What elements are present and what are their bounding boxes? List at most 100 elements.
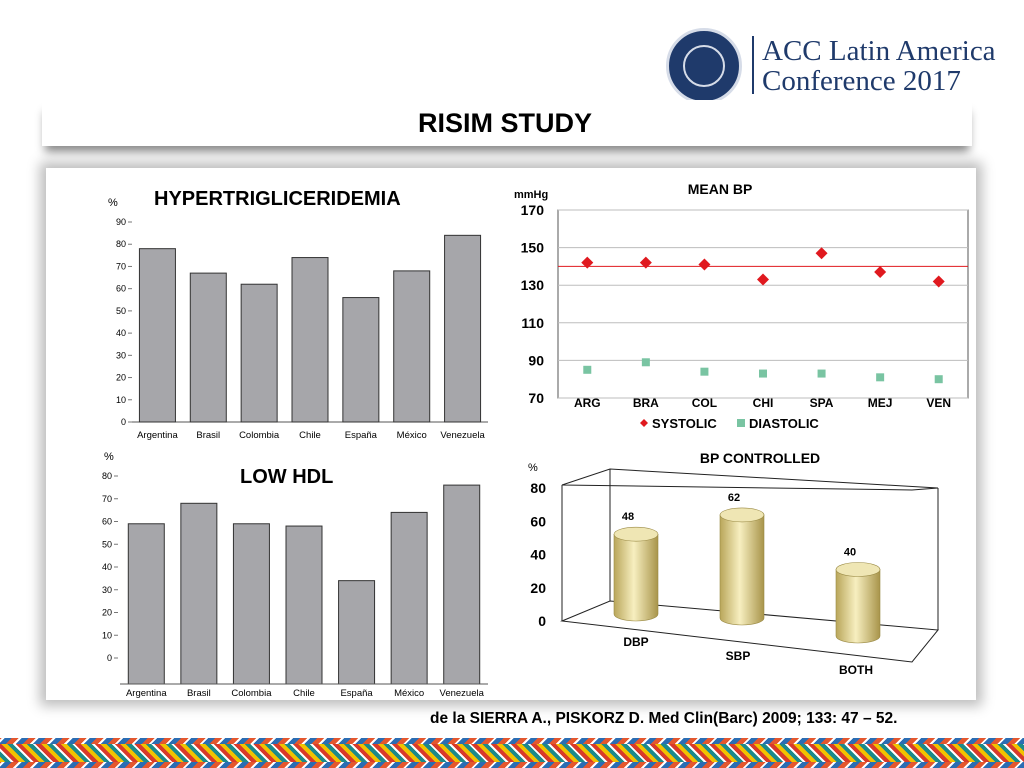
bar-argentina [138,248,176,423]
legend-label-systolic: SYSTOLIC [652,416,717,431]
cylinder-dbp: 48 [613,511,659,622]
y-tick-label: 40 [102,562,112,572]
chart-hypertriglyceridemia: % HYPERTRIGLICERIDEMIA 0 10 20 30 40 50 60 70 80… [108,188,488,441]
cylinder-body [719,514,765,626]
cylinder-top [613,526,659,542]
x-tick-label: México [394,688,424,699]
point-diastolic-mej [876,373,885,382]
logo-text-line1: ACC Latin America [762,35,996,67]
chart-low-hdl: % LOW HDL 0 10 20 30 40 50 60 70 80 Argentina Bra… [102,451,488,699]
x-tick-label: Venezuela [440,430,485,441]
x-tick-label: Chile [293,688,315,699]
chart-title: LOW HDL [240,466,333,488]
point-diastolic-arg [583,365,592,374]
decorative-border [0,738,1024,768]
point-diastolic-col [700,367,709,376]
x-tick-label: España [345,430,378,441]
bar-argentina [127,523,165,685]
title-bar [42,100,972,146]
y-tick-label: 20 [102,608,112,618]
x-tick-label: Venezuela [440,688,485,699]
point-systolic-arg [581,256,594,269]
x-tick-label: SPA [810,396,834,410]
bar-venezuela [443,484,481,685]
legend-label-diastolic: DIASTOLIC [749,416,819,431]
y-tick-label: 80 [116,239,126,249]
x-tick-label: Brasil [187,688,211,699]
ylabel: mmHg [514,189,548,201]
x-tick-label: VEN [926,396,951,410]
y-tick-label: 20 [116,373,126,383]
y-tick-label: 80 [102,471,112,481]
point-systolic-bra [639,256,652,269]
y-tick-label: 20 [530,580,546,596]
cylinder-top [835,562,881,577]
logo-divider [752,36,754,94]
y-tick-label: 0 [538,613,546,629]
point-systolic-ven [932,275,945,288]
y-tick-label: 10 [116,395,126,405]
y-tick-label: 0 [121,417,126,427]
x-tick-label: México [397,430,427,441]
bar-españa [338,580,376,685]
y-tick-label: 90 [116,217,126,227]
y-tick-label: 70 [528,390,544,406]
y-tick-label: 0 [107,653,112,663]
cylinder-body [835,569,881,644]
data-label: 62 [728,492,740,504]
x-tick-label: Argentina [126,688,167,699]
x-tick-label: BOTH [839,663,873,677]
ylabel: % [528,462,538,474]
chart-title: HYPERTRIGLICERIDEMIA [154,188,401,210]
x-tick-label: COL [692,396,717,410]
cylinder-both: 40 [835,547,881,644]
y-tick-label: 30 [102,585,112,595]
y-tick-label: 70 [102,494,112,504]
point-diastolic-ven [934,375,943,384]
point-diastolic-bra [641,358,650,367]
y-tick-label: 30 [116,350,126,360]
data-label: 48 [622,511,634,523]
bar-venezuela [444,234,482,423]
y-tick-label: 110 [521,315,544,331]
data-label: 40 [844,547,856,559]
y-tick-label: 40 [116,328,126,338]
bar-chile [291,257,329,423]
chart-mean-bp: MEAN BP mmHg 70 90 110 130 150 170 ARG BRA COL C… [514,181,969,431]
x-tick-label: ARG [574,396,601,410]
cylinder-top [719,507,765,523]
x-tick-label: Chile [299,430,321,441]
acc-logo-seal [666,28,742,104]
x-tick-label: CHI [753,396,774,410]
point-diastolic-chi [759,369,767,378]
y-tick-label: 170 [521,202,545,218]
y-tick-label: 50 [116,306,126,316]
point-diastolic-spa [817,369,826,378]
citation: de la SIERRA A., PISKORZ D. Med Clin(Bar… [430,710,898,727]
y-tick-label: 60 [530,513,546,529]
logo-text-line2: Conference 2017 [762,65,961,97]
point-systolic-spa [815,247,828,260]
ylabel: % [108,197,118,209]
bar-brasil [180,502,218,685]
x-tick-label: DBP [623,635,648,649]
page-title: RISIM STUDY [417,108,592,138]
chart-title: BP CONTROLLED [700,450,820,466]
x-tick-label: Argentina [137,430,178,441]
x-tick-label: Brasil [196,430,220,441]
x-tick-label: Colombia [231,688,272,699]
legend-marker-diastolic [737,419,745,427]
y-tick-label: 130 [521,277,545,293]
y-tick-label: 90 [528,352,544,368]
point-systolic-col [698,258,711,271]
bar-chile [285,525,323,685]
y-tick-label: 150 [521,240,545,256]
y-tick-label: 60 [116,284,126,294]
bar-colombia [232,523,270,685]
cylinder-sbp: 62 [719,492,765,626]
y-tick-label: 70 [116,261,126,271]
y-tick-label: 40 [530,547,546,563]
bar-colombia [240,283,278,423]
x-tick-label: MEJ [868,396,893,410]
chart-title: MEAN BP [688,181,753,197]
